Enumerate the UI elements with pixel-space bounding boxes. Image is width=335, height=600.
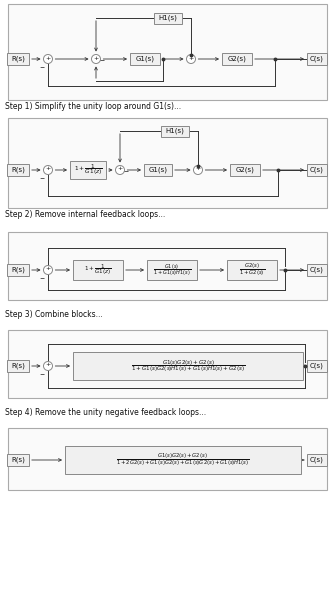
Bar [8, 118, 327, 208]
Bar [73, 260, 123, 280]
Text: R(s): R(s) [11, 167, 25, 173]
Text: H1(s): H1(s) [165, 128, 185, 134]
Text: Step 4) Remove the unity negative feedback loops...: Step 4) Remove the unity negative feedba… [5, 408, 206, 417]
Text: R(s): R(s) [11, 363, 25, 369]
Bar [73, 352, 303, 380]
Text: −: − [99, 57, 104, 62]
Text: +: + [45, 362, 51, 367]
Text: −: − [40, 275, 45, 280]
Text: H1(s): H1(s) [158, 15, 178, 21]
Text: $1+\dfrac{1}{G1(z)}$: $1+\dfrac{1}{G1(z)}$ [84, 263, 112, 277]
Text: −: − [40, 64, 45, 69]
Bar [70, 161, 106, 179]
Text: C(s): C(s) [310, 56, 324, 62]
Text: R(s): R(s) [11, 457, 25, 463]
Text: $1+\dfrac{1}{G1(z)}$: $1+\dfrac{1}{G1(z)}$ [74, 163, 103, 178]
Text: R(s): R(s) [11, 267, 25, 273]
Text: $\dfrac{G2(s)}{1+G2(s)}$: $\dfrac{G2(s)}{1+G2(s)}$ [239, 262, 265, 278]
Bar [8, 4, 327, 100]
Text: $\dfrac{G1(s)}{1+G1(s)H1(s)}$: $\dfrac{G1(s)}{1+G1(s)H1(s)}$ [153, 262, 191, 278]
Bar [7, 454, 29, 466]
Text: +: + [45, 55, 51, 61]
Bar [7, 360, 29, 372]
Bar [307, 264, 327, 276]
Text: −: − [123, 168, 128, 173]
Circle shape [116, 166, 125, 175]
Bar [8, 232, 327, 300]
Bar [7, 164, 29, 176]
Text: G1(s): G1(s) [148, 167, 168, 173]
Text: $\dfrac{G1(s)G2(s) + G2(s)}{1 + G1(s)G2(s)H1(s) + G1(s)H1(s) + G2(s)}$: $\dfrac{G1(s)G2(s) + G2(s)}{1 + G1(s)G2(… [131, 358, 245, 374]
Bar [227, 260, 277, 280]
Text: C(s): C(s) [310, 267, 324, 273]
Circle shape [44, 166, 53, 175]
Circle shape [194, 166, 202, 175]
Text: R(s): R(s) [11, 56, 25, 62]
Circle shape [44, 361, 53, 370]
Bar [7, 264, 29, 276]
Bar [222, 53, 252, 65]
Circle shape [44, 55, 53, 64]
Text: +: + [93, 55, 98, 61]
Text: +: + [45, 166, 51, 172]
Bar [130, 53, 160, 65]
Text: Step 2) Remove internal feedback loops...: Step 2) Remove internal feedback loops..… [5, 210, 165, 219]
Text: Step 3) Combine blocks...: Step 3) Combine blocks... [5, 310, 103, 319]
Text: +: + [45, 266, 51, 271]
Text: +: + [188, 55, 194, 61]
Bar [161, 125, 189, 136]
Bar [307, 454, 327, 466]
Bar [8, 330, 327, 398]
Text: C(s): C(s) [310, 457, 324, 463]
Text: $\dfrac{G1(s)G2(s) + G2(s)}{1 + 2G2(s) + G1(s)G2(s) + G1(s)G2(s) + G1(s)H1(s)}$: $\dfrac{G1(s)G2(s) + G2(s)}{1 + 2G2(s) +… [116, 452, 250, 468]
Bar [144, 164, 172, 176]
Text: Step 1) Simplify the unity loop around G1(s)...: Step 1) Simplify the unity loop around G… [5, 102, 181, 111]
Bar [154, 13, 182, 23]
Text: G2(s): G2(s) [227, 56, 247, 62]
Text: +: + [117, 166, 123, 172]
Text: C(s): C(s) [310, 167, 324, 173]
Text: −: − [40, 175, 45, 180]
Bar [307, 53, 327, 65]
Bar [7, 53, 29, 65]
Text: +: + [195, 166, 201, 172]
Circle shape [44, 265, 53, 275]
Bar [230, 164, 260, 176]
Text: G1(s): G1(s) [135, 56, 154, 62]
Text: −: − [40, 371, 45, 376]
Bar [65, 446, 301, 474]
Bar [307, 164, 327, 176]
Circle shape [187, 55, 196, 64]
Circle shape [91, 55, 100, 64]
Bar [8, 428, 327, 490]
Bar [307, 360, 327, 372]
Text: G2(s): G2(s) [236, 167, 255, 173]
Text: C(s): C(s) [310, 363, 324, 369]
Bar [147, 260, 197, 280]
